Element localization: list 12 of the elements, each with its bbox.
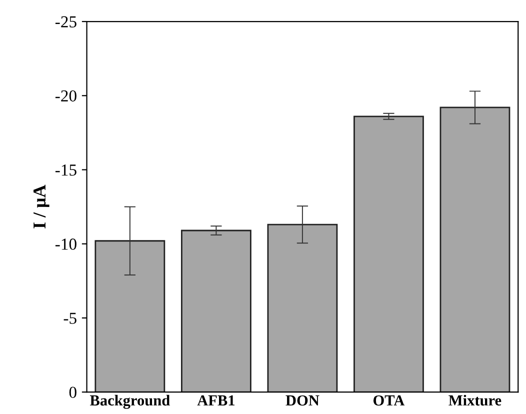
y-tick-label: 0	[69, 386, 76, 398]
y-tick-label: -25	[55, 16, 76, 28]
x-tick-label: DON	[286, 395, 320, 406]
y-tick-label: -10	[55, 238, 76, 250]
x-tick-label: Mixture	[448, 394, 502, 406]
x-tick-label: OTA	[373, 395, 405, 406]
x-tick-label: AFB1	[197, 395, 234, 406]
y-axis-title: I / μA	[34, 184, 50, 228]
x-tick-label: Background	[90, 394, 170, 409]
y-tick-label: -15	[55, 164, 76, 176]
y-tick-label: -20	[55, 90, 76, 102]
y-tick-label: -5	[64, 312, 76, 324]
